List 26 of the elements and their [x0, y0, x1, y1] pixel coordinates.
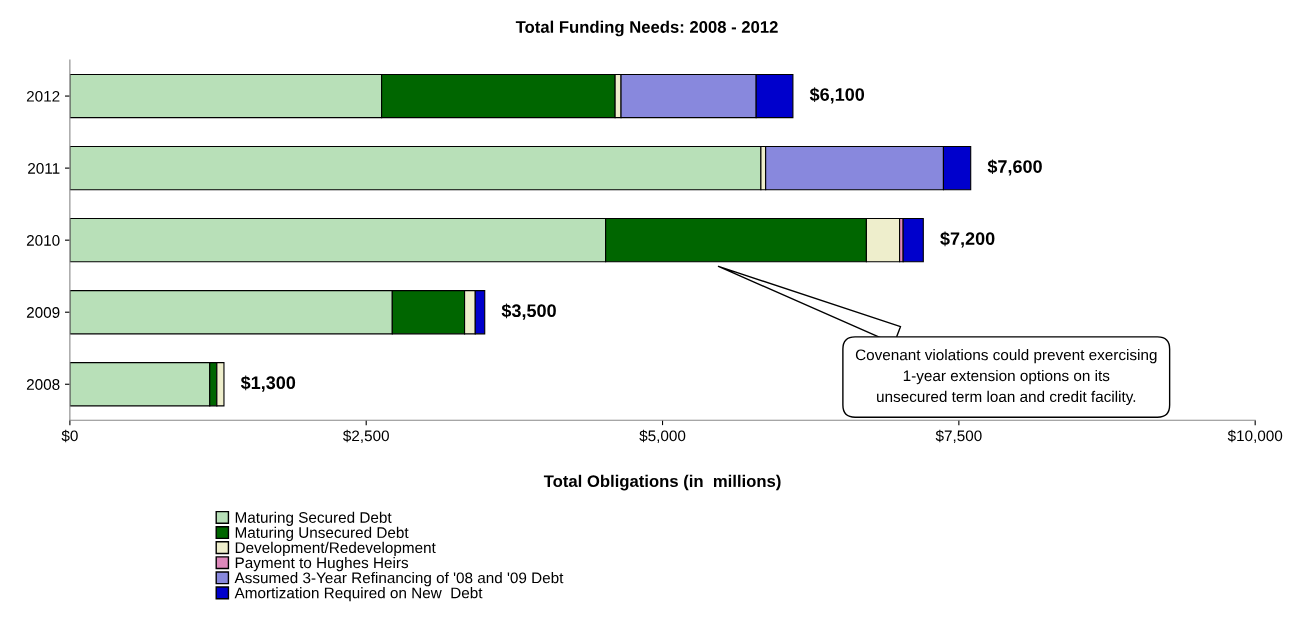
bar [902, 217, 924, 263]
y-tick-label: 2012 [26, 90, 60, 102]
total-label: $7,200 [940, 231, 995, 248]
legend-label: Maturing Unsecured Debt [235, 526, 409, 542]
legend-label: Development/Redevelopment [235, 541, 436, 557]
x-tick-label: $5,000 [639, 429, 686, 444]
y-tick-label: 2008 [26, 379, 60, 390]
legend-label: Assumed 3-Year Refinancing of '08 and '09 Debt [234, 572, 564, 587]
x-tick-label: $7,500 [935, 429, 982, 444]
y-tick-label: 2011 [28, 162, 60, 174]
x-tick-label: $0 [61, 429, 78, 443]
legend-label: Amortization Required on New Debt [234, 587, 483, 602]
y-tick-label: 2009 [26, 307, 60, 318]
chart-title: Total Funding Needs: 2008 - 2012 [515, 20, 778, 37]
x-tick-label: $10,000 [1227, 429, 1283, 444]
legend-label: Payment to Hughes Heirs [235, 556, 409, 572]
legend-label: Maturing Secured Debt [235, 511, 392, 526]
y-tick-label: 2010 [26, 235, 60, 246]
total-label: $7,600 [987, 159, 1042, 176]
total-label: $6,100 [809, 87, 865, 104]
total-label: $1,300 [240, 375, 296, 392]
x-axis-title: Total Obligations (in millions) [543, 474, 781, 491]
annotation: Covenant violations could prevent exercising 1-year extension options on its unsecured term loan and credit facility. [855, 349, 1157, 406]
bar [69, 145, 762, 191]
total-label: $3,500 [501, 303, 556, 320]
x-tick-label: $2,500 [343, 429, 389, 444]
